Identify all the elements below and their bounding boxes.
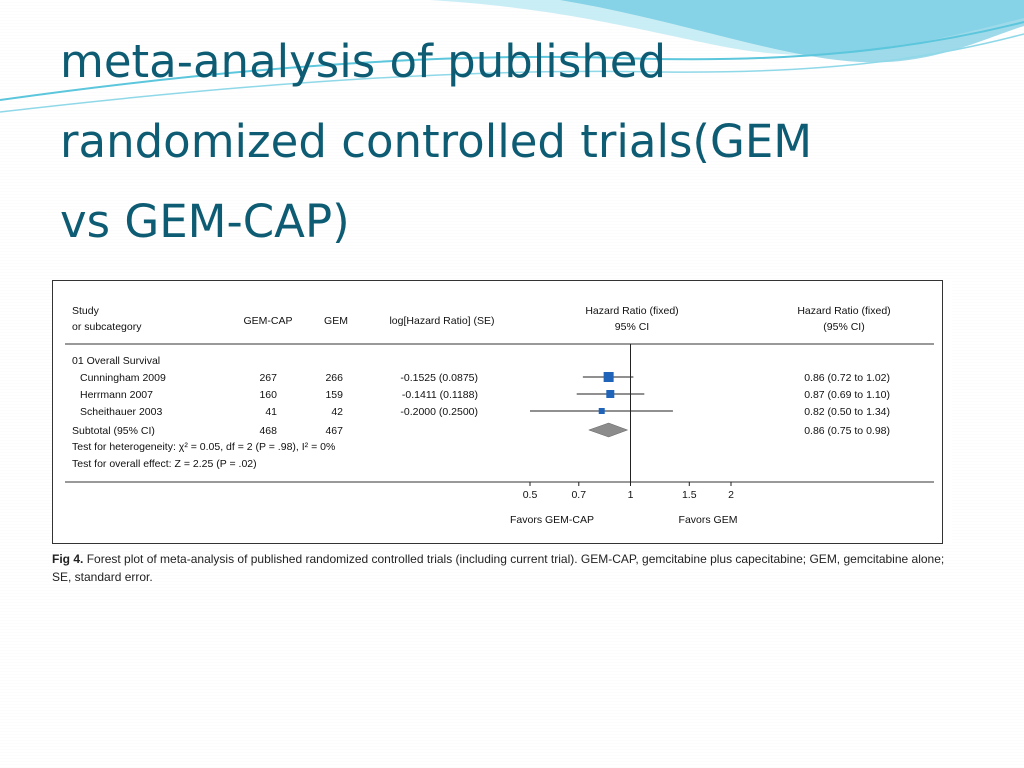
slide-title-line-1: meta-analysis of published — [60, 35, 667, 88]
favors-gem-label: Favors GEM — [679, 514, 738, 526]
study-marker — [598, 408, 605, 414]
forest-plot: Study or subcategory GEM-CAP GEM log[Hazard … — [52, 280, 943, 544]
caption-text: Forest plot of meta-analysis of publishe… — [52, 552, 945, 584]
study-name: Cunningham 2009 — [80, 372, 166, 384]
header-gemcap: GEM-CAP — [243, 315, 292, 327]
header-loghr: log[Hazard Ratio] (SE) — [389, 315, 494, 327]
wave-decoration — [0, 0, 1024, 113]
header-gem: GEM — [324, 315, 348, 327]
subtotal-gemcap-n: 468 — [259, 425, 277, 437]
header-plot-line-1: Hazard Ratio (fixed) — [585, 305, 678, 317]
header-study-line-2: or subcategory — [72, 321, 142, 333]
study-gemcap-n: 160 — [259, 389, 277, 401]
study-gem-n: 42 — [331, 406, 343, 418]
study-hr-ci: 0.87 (0.69 to 1.10) — [804, 389, 890, 401]
x-tick-label: 0.7 — [571, 489, 586, 501]
forest-plot-figure: Study or subcategory GEM-CAP GEM log[Hazard … — [52, 280, 952, 545]
heterogeneity-test: Test for heterogeneity: χ² = 0.05, df = … — [72, 441, 335, 453]
subtotal-label: Subtotal (95% CI) — [72, 425, 155, 437]
x-tick-label: 0.5 — [523, 489, 538, 501]
study-loghr: -0.1411 (0.1188) — [402, 389, 478, 401]
x-tick-label: 1.5 — [682, 489, 697, 501]
slide-title-line-3: vs GEM-CAP) — [60, 195, 350, 248]
study-marker — [606, 390, 615, 398]
study-loghr: -0.2000 (0.2500) — [400, 406, 478, 418]
slide-title: meta-analysis of published randomized co… — [60, 22, 960, 262]
study-hr-ci: 0.82 (0.50 to 1.34) — [804, 406, 890, 418]
group-label: 01 Overall Survival — [72, 355, 160, 367]
study-gem-n: 159 — [325, 389, 343, 401]
subtotal-gem-n: 467 — [325, 425, 343, 437]
x-tick-label: 1 — [628, 489, 634, 501]
caption-label: Fig 4. — [52, 552, 84, 566]
study-gemcap-n: 267 — [259, 372, 277, 384]
study-marker — [603, 372, 614, 382]
figure-caption: Fig 4. Forest plot of meta-analysis of p… — [52, 550, 952, 586]
header-study-line-1: Study — [72, 305, 100, 317]
study-name: Scheithauer 2003 — [80, 406, 162, 418]
header-hrci-line-1: Hazard Ratio (fixed) — [797, 305, 890, 317]
plot-frame — [52, 280, 943, 544]
study-loghr: -0.1525 (0.0875) — [400, 372, 478, 384]
header-plot-line-2: 95% CI — [615, 321, 649, 333]
study-hr-ci: 0.86 (0.72 to 1.02) — [804, 372, 890, 384]
header-hrci-line-2: (95% CI) — [823, 321, 864, 333]
study-gemcap-n: 41 — [265, 406, 277, 418]
subtotal-diamond — [588, 422, 629, 438]
overall-effect-test: Test for overall effect: Z = 2.25 (P = .… — [72, 458, 257, 470]
slide-title-line-2: randomized controlled trials(GEM — [60, 115, 813, 168]
subtotal-hr-ci: 0.86 (0.75 to 0.98) — [804, 425, 890, 437]
favors-gemcap-label: Favors GEM-CAP — [510, 514, 594, 526]
x-tick-label: 2 — [728, 489, 734, 501]
study-name: Herrmann 2007 — [80, 389, 153, 401]
study-gem-n: 266 — [325, 372, 343, 384]
